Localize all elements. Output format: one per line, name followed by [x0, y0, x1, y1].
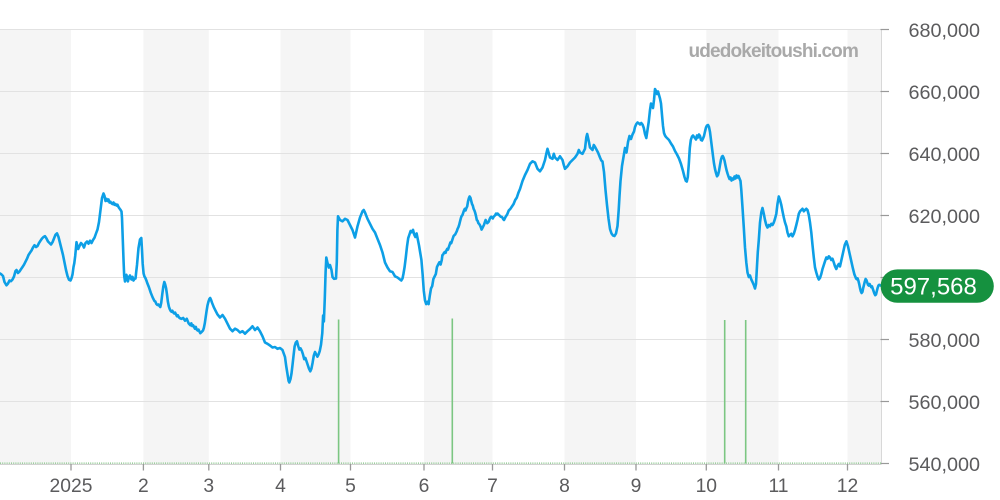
svg-text:620,000: 620,000 — [909, 206, 981, 228]
svg-text:5: 5 — [345, 476, 356, 497]
svg-text:2025: 2025 — [50, 476, 93, 497]
svg-text:6: 6 — [419, 476, 430, 497]
svg-text:580,000: 580,000 — [909, 330, 981, 352]
svg-text:7: 7 — [487, 476, 498, 497]
svg-text:3: 3 — [203, 476, 214, 497]
svg-text:640,000: 640,000 — [909, 144, 981, 166]
svg-text:597,568: 597,568 — [890, 273, 977, 300]
svg-text:560,000: 560,000 — [909, 392, 981, 414]
svg-text:680,000: 680,000 — [909, 20, 981, 42]
svg-text:8: 8 — [559, 476, 570, 497]
svg-text:udedokeitoushi.com: udedokeitoushi.com — [689, 41, 858, 62]
svg-text:660,000: 660,000 — [909, 82, 981, 104]
svg-text:11: 11 — [768, 476, 788, 497]
svg-text:12: 12 — [837, 476, 858, 497]
svg-text:10: 10 — [696, 476, 717, 497]
svg-text:4: 4 — [275, 476, 286, 497]
svg-text:2: 2 — [138, 476, 149, 497]
svg-text:9: 9 — [631, 476, 642, 497]
svg-text:540,000: 540,000 — [909, 454, 981, 476]
